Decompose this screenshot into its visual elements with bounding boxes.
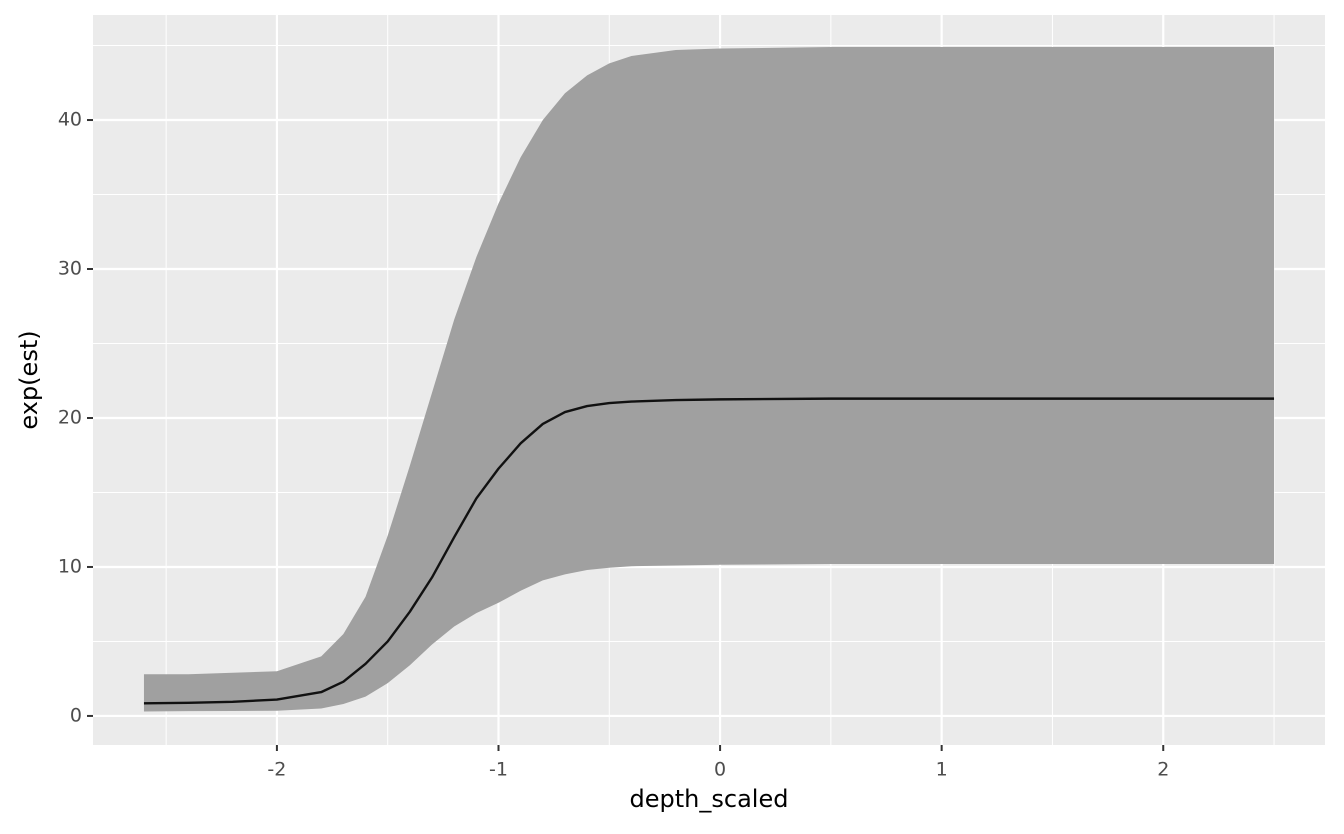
y-axis-title: exp(est): [15, 330, 43, 429]
y-tick-label: 20: [58, 406, 82, 428]
x-axis-title: depth_scaled: [630, 785, 789, 813]
y-tick-label: 0: [70, 704, 82, 726]
x-tick-label: 2: [1157, 759, 1169, 781]
marks: [143, 47, 1275, 712]
confidence-ribbon: [143, 47, 1275, 712]
y-tick-label: 40: [58, 109, 82, 131]
x-tick-label: 0: [714, 759, 726, 781]
y-tick-label: 10: [58, 555, 82, 577]
estimate-line: [143, 397, 1275, 705]
x-tick-label: -2: [267, 759, 286, 781]
y-tick-label: 30: [58, 258, 82, 280]
x-tick-label: 1: [936, 759, 948, 781]
x-tick-label: -1: [489, 759, 508, 781]
